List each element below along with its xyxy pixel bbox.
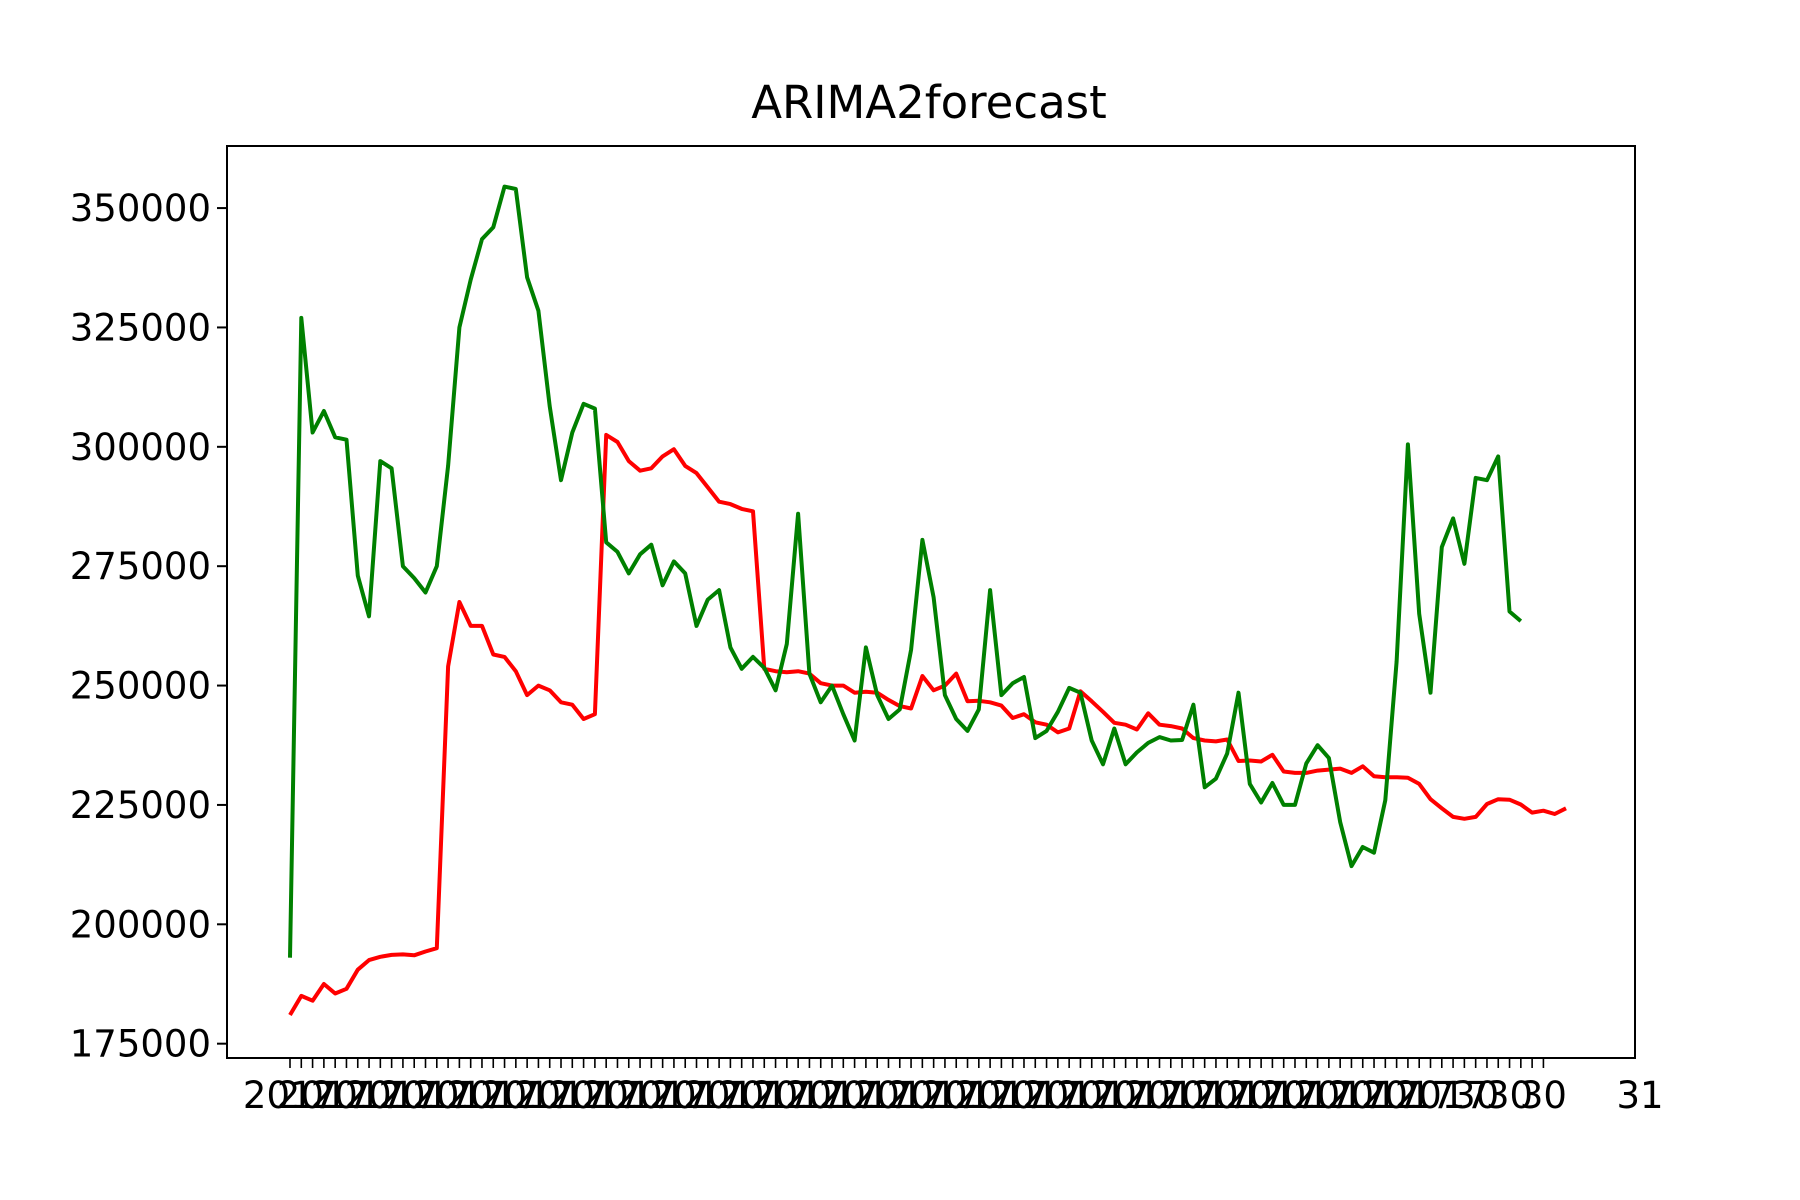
x-tick-labels: 2017201720172017201720172017201720172017…	[243, 1074, 1664, 1117]
x-tick-label: 2017	[311, 1074, 405, 1117]
x-tick-label: 2017	[345, 1074, 439, 1117]
x-tick-label: 2017	[514, 1074, 608, 1117]
y-tick-label: 325000	[70, 306, 211, 349]
x-tick-label: 2017	[378, 1074, 472, 1117]
x-tick-label: 2017	[751, 1074, 845, 1117]
x-tick-label: 2017	[853, 1074, 947, 1117]
x-tick-label: 2017	[277, 1074, 371, 1117]
x-tick-label: 2017	[819, 1074, 913, 1117]
chart-title: ARIMA2forecast	[751, 76, 1107, 129]
x-tick-label: 2017	[1090, 1074, 1184, 1117]
x-tick-label: 2017	[1158, 1074, 1252, 1117]
y-tick-label: 275000	[70, 545, 211, 588]
x-tick-label: 2017	[649, 1074, 743, 1117]
x-tick-label: 2017	[1022, 1074, 1116, 1117]
y-tick-label: 250000	[70, 665, 211, 708]
x-tick-label: 30	[1520, 1074, 1567, 1117]
x-tick-label: 2017	[480, 1074, 574, 1117]
y-tick-label: 350000	[70, 187, 211, 230]
plot-lines	[288, 184, 1567, 1017]
x-tick-label: 30	[1486, 1074, 1533, 1117]
x-tick-label: 2017	[887, 1074, 981, 1117]
x-tick-label: 2017	[1259, 1074, 1353, 1117]
x-tick-label: 2017	[717, 1074, 811, 1117]
x-tick-label: 2017	[1327, 1074, 1421, 1117]
x-tick-label: 2017	[412, 1074, 506, 1117]
x-tick-label: 2017	[988, 1074, 1082, 1117]
series-line-red	[288, 432, 1567, 1017]
x-tick-label: 31	[1616, 1074, 1663, 1117]
x-tick-label: 2017	[1293, 1074, 1387, 1117]
x-tick-label: 2017	[1395, 1074, 1489, 1117]
y-tick-label: 175000	[70, 1023, 211, 1066]
x-tick-label: 2017	[1124, 1074, 1218, 1117]
x-tick-label: 2017	[582, 1074, 676, 1117]
y-tick-label: 225000	[70, 784, 211, 827]
y-tick-label: 200000	[70, 903, 211, 946]
x-axis	[289, 1058, 1545, 1068]
x-tick-label: 2017	[1225, 1074, 1319, 1117]
x-tick-label: 2017	[785, 1074, 879, 1117]
x-tick-label: 2017	[1056, 1074, 1150, 1117]
y-tick-label: 300000	[70, 426, 211, 469]
plot-frame	[226, 145, 1636, 1059]
x-tick-label: 2017	[243, 1074, 337, 1117]
y-axis: 175000 200000 225000 250000 275000 300000 3250…	[70, 187, 227, 1066]
x-tick-label: 2017	[1361, 1074, 1455, 1117]
series-line-green	[288, 184, 1523, 958]
x-tick-label: 2017	[920, 1074, 1014, 1117]
x-tick-label: 2017	[548, 1074, 642, 1117]
x-tick-label: 2017	[1191, 1074, 1285, 1117]
x-tick-label: 2017	[446, 1074, 540, 1117]
x-tick-label: 30	[1452, 1074, 1499, 1117]
x-tick-label: 2017	[683, 1074, 777, 1117]
x-tick-label: 2017	[954, 1074, 1048, 1117]
x-tick-label: 2017	[616, 1074, 710, 1117]
